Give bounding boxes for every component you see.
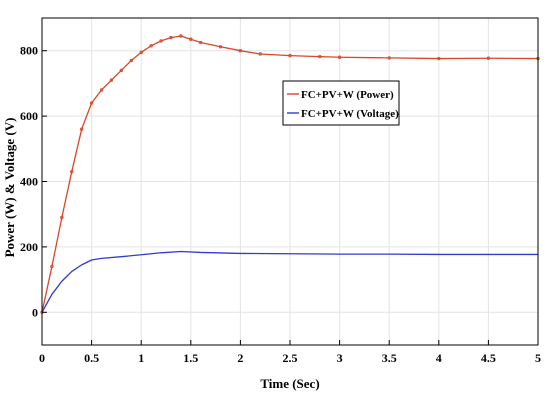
power-point xyxy=(189,37,193,41)
x-tick-label: 0 xyxy=(39,351,45,365)
power-point xyxy=(149,44,153,48)
x-tick-label: 2.5 xyxy=(283,351,298,365)
legend-label-voltage: FC+PV+W (Voltage) xyxy=(301,108,399,120)
x-tick-label: 3 xyxy=(337,351,343,365)
power-point xyxy=(179,34,183,38)
x-tick-label: 5 xyxy=(535,351,541,365)
y-tick-label: 200 xyxy=(20,240,38,254)
x-tick-label: 1.5 xyxy=(183,351,198,365)
power-point xyxy=(238,49,243,53)
x-tick-label: 1 xyxy=(138,351,144,365)
power-point xyxy=(199,40,203,45)
x-axis-label: Time (Sec) xyxy=(260,376,319,391)
power-point xyxy=(159,39,163,43)
power-point xyxy=(486,56,491,60)
power-point xyxy=(109,78,114,82)
power-point xyxy=(337,55,342,59)
power-point xyxy=(288,53,292,58)
x-tick-label: 2 xyxy=(237,351,243,365)
power-point xyxy=(99,88,104,92)
power-point xyxy=(50,264,54,269)
power-point xyxy=(437,56,441,61)
axis-ticks: 0 0.5 1 1.5 2 2.5 3 3.5 4 4.5 5 0 200 400 600 800 xyxy=(20,44,541,365)
power-point xyxy=(89,101,94,105)
y-tick-label: 400 xyxy=(20,175,38,189)
power-point xyxy=(258,52,262,56)
power-point xyxy=(387,56,391,60)
legend: FC+PV+W (Power) FC+PV+W (Voltage) xyxy=(282,80,400,126)
power-point xyxy=(129,58,133,63)
power-point xyxy=(60,215,64,220)
series-group xyxy=(40,34,540,314)
y-tick-label: 800 xyxy=(20,44,38,58)
power-point xyxy=(318,54,322,59)
y-tick-label: 0 xyxy=(32,305,38,319)
power-point xyxy=(169,35,173,40)
x-tick-label: 4.5 xyxy=(481,351,496,365)
power-point xyxy=(119,68,124,73)
x-tick-label: 0.5 xyxy=(84,351,99,365)
x-tick-label: 4 xyxy=(436,351,442,365)
legend-box xyxy=(282,80,400,126)
y-tick-label: 600 xyxy=(20,109,38,123)
power-point xyxy=(70,169,74,174)
series-line-1 xyxy=(41,250,538,313)
y-axis-label: Power (W) & Voltage (V) xyxy=(2,118,17,258)
power-point xyxy=(79,127,84,131)
x-tick-label: 3.5 xyxy=(382,351,397,365)
power-point xyxy=(139,50,143,55)
series-line-0 xyxy=(41,35,539,313)
power-point xyxy=(218,45,223,49)
legend-label-power: FC+PV+W (Power) xyxy=(301,89,394,101)
